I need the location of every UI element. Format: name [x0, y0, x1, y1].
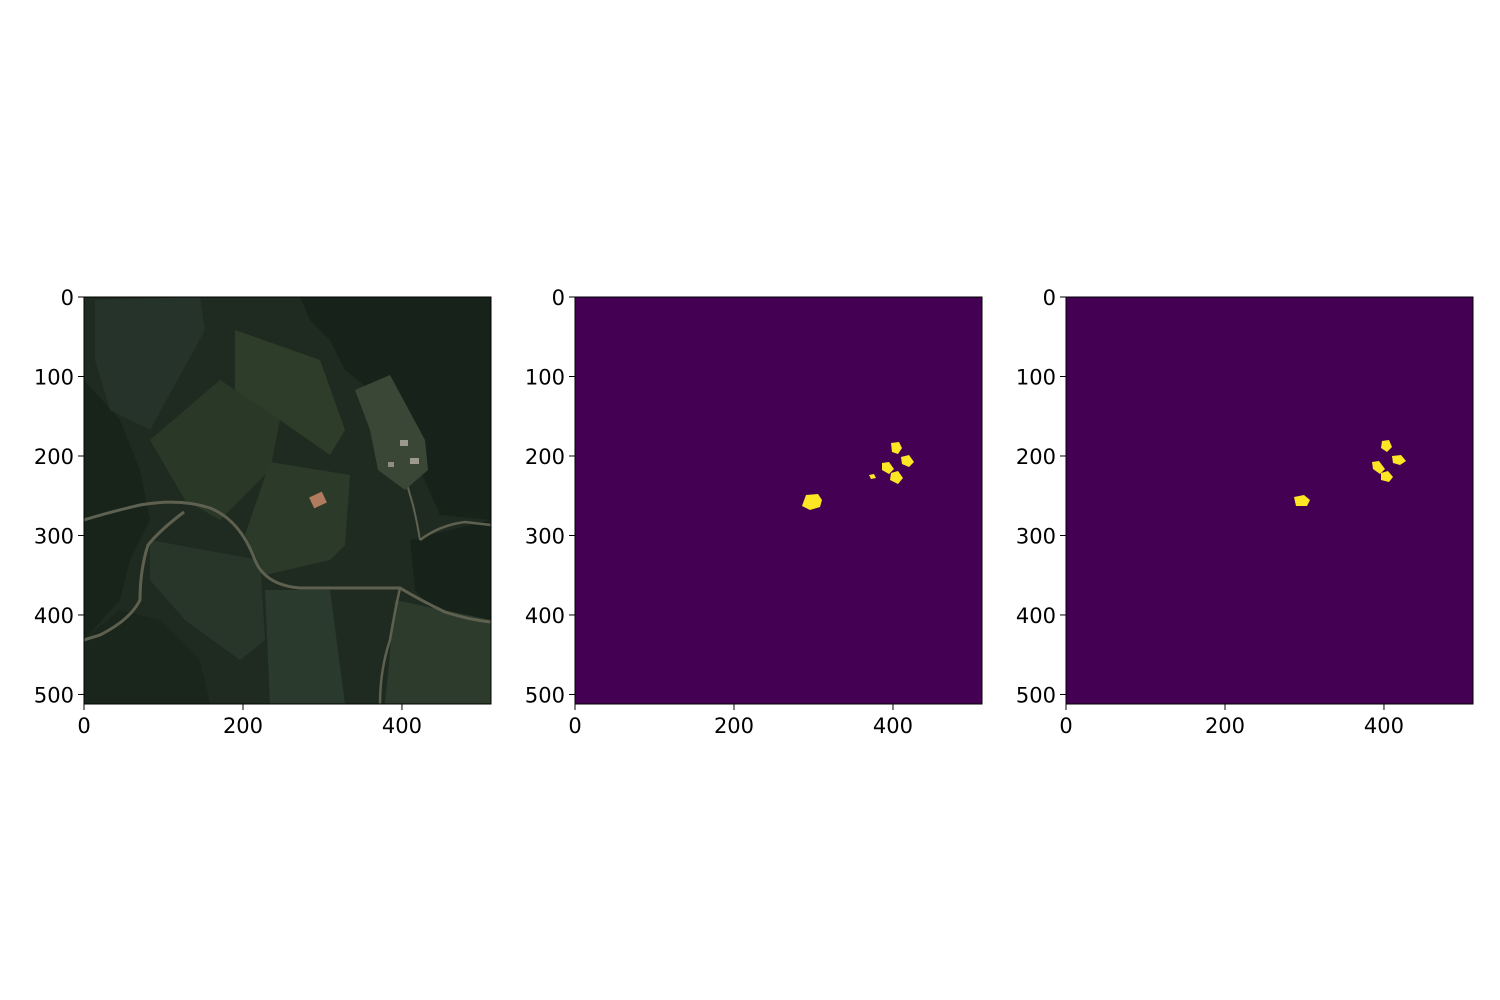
- x-tick-label: 0: [1059, 714, 1072, 738]
- mask-blob: [901, 455, 914, 467]
- mask-blob: [1381, 440, 1392, 452]
- house-roof: [309, 491, 327, 509]
- compound-building-3: [388, 462, 394, 467]
- x-tick-label: 200: [223, 714, 263, 738]
- mask-background-2: [575, 297, 982, 704]
- x-tick-label: 400: [382, 714, 422, 738]
- y-tick-label: 0: [552, 286, 565, 310]
- road-branch-left: [84, 510, 185, 642]
- x-tick-label: 400: [1364, 714, 1404, 738]
- field-bottom-right: [385, 600, 491, 704]
- ticks-panel-3: 0 200 400 0 100 200 300 400 500: [1016, 286, 1404, 738]
- y-tick-label: 200: [1016, 445, 1056, 469]
- mask-blob: [890, 471, 903, 484]
- mask-blob: [802, 494, 822, 510]
- y-tick-label: 300: [34, 524, 74, 548]
- mask-blob: [869, 474, 876, 479]
- road-main: [84, 500, 491, 624]
- y-tick-label: 400: [1016, 604, 1056, 628]
- y-tick-label: 400: [525, 604, 565, 628]
- y-tick-label: 200: [525, 445, 565, 469]
- y-tick-label: 500: [1016, 683, 1056, 707]
- x-tick-label: 0: [568, 714, 581, 738]
- y-tick-label: 500: [34, 683, 74, 707]
- x-tick-label: 200: [714, 714, 754, 738]
- axes-frame-2: [574, 296, 983, 705]
- compound-building-1: [400, 440, 408, 446]
- field-top-left: [95, 297, 205, 430]
- mask-blob: [891, 442, 902, 454]
- ticks-panel-2: 0 200 400 0 100 200 300 400 500: [525, 286, 913, 738]
- road-branch-down: [378, 587, 402, 704]
- y-tick-label: 100: [34, 365, 74, 389]
- y-tick-label: 200: [34, 445, 74, 469]
- y-tick-label: 500: [525, 683, 565, 707]
- road-branch-right: [419, 520, 491, 542]
- x-tick-label: 400: [873, 714, 913, 738]
- forest-bottom-right: [410, 520, 491, 640]
- y-tick-label: 300: [1016, 524, 1056, 548]
- mask-blob: [1381, 471, 1393, 482]
- y-tick-label: 0: [61, 286, 74, 310]
- y-tick-label: 300: [525, 524, 565, 548]
- panel-mask-ground-truth: 0 200 400 0 100 200 300 400 500: [525, 286, 983, 738]
- mask-blobs-2: [802, 442, 914, 510]
- x-tick-label: 0: [77, 714, 90, 738]
- mask-blobs-3: [1294, 440, 1406, 506]
- x-tick-label: 200: [1205, 714, 1245, 738]
- forest-bottom-left: [84, 610, 210, 704]
- y-tick-label: 400: [34, 604, 74, 628]
- axes-frame-3: [1065, 296, 1474, 705]
- axes-frame-1: [83, 296, 492, 705]
- compound-clearing: [355, 375, 428, 490]
- field-lower: [150, 540, 265, 660]
- panel-satellite-image: 0 200 400 0 100 200 300 400 500: [34, 286, 492, 738]
- compound-building-2: [410, 458, 419, 464]
- y-tick-label: 0: [1043, 286, 1056, 310]
- field-house: [245, 462, 350, 575]
- field-lower-mid: [265, 590, 345, 704]
- satellite-image: [84, 297, 491, 704]
- mask-background-3: [1066, 297, 1473, 704]
- ticks-panel-1: 0 200 400 0 100 200 300 400 500: [34, 286, 422, 738]
- y-tick-label: 100: [525, 365, 565, 389]
- field-strip: [235, 330, 345, 455]
- mask-blob: [882, 462, 894, 474]
- y-tick-label: 100: [1016, 365, 1056, 389]
- field-center: [150, 380, 280, 520]
- panel-mask-prediction: 0 200 400 0 100 200 300 400 500: [1016, 286, 1474, 738]
- mask-blob: [1392, 455, 1406, 465]
- mask-blob: [1372, 461, 1385, 474]
- mask-blob: [1294, 495, 1310, 506]
